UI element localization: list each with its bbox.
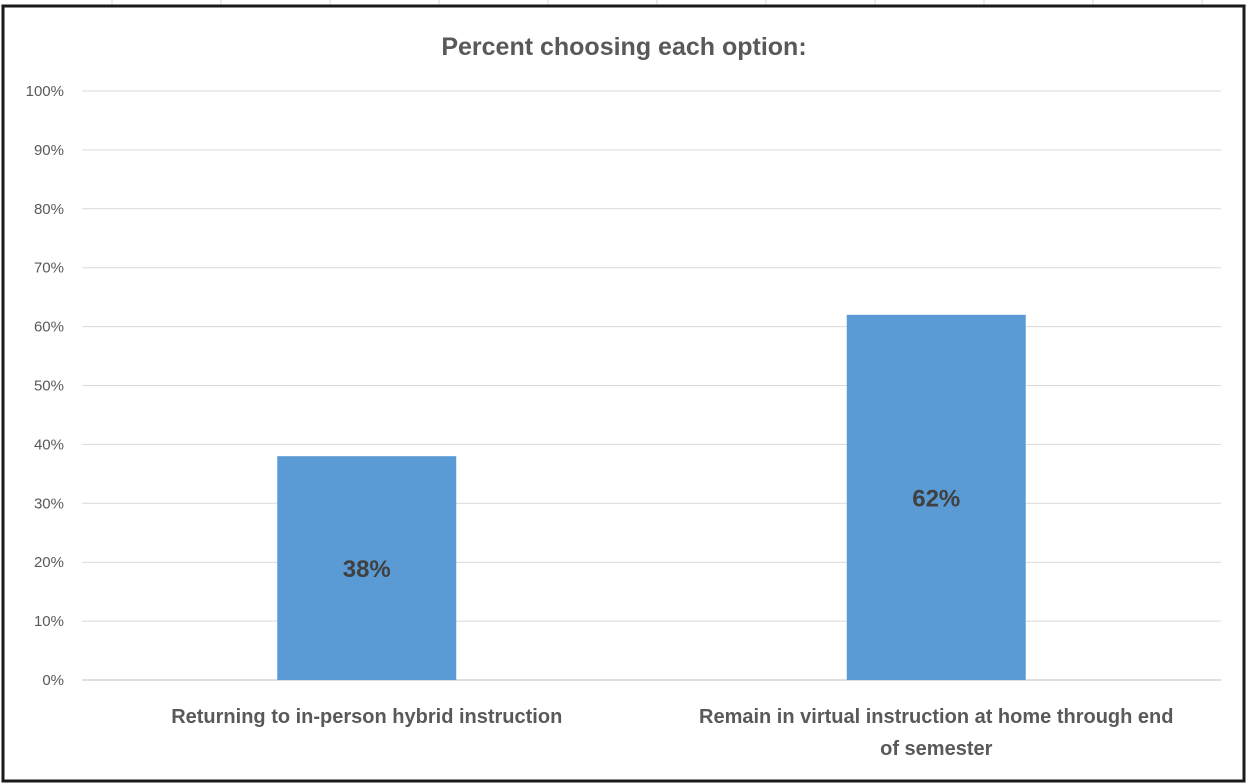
chart-area-border <box>1 4 1246 783</box>
y-tick-label: 100% <box>26 83 64 100</box>
data-label: 62% <box>912 485 960 512</box>
bars <box>277 314 1026 680</box>
y-tick-label: 80% <box>34 201 64 218</box>
gridlines <box>82 90 1221 681</box>
category-label: Remain in virtual instruction at home th… <box>699 706 1173 728</box>
y-tick-label: 30% <box>34 495 64 512</box>
y-axis-tick-labels: 0% 10% 20% 30% 40% 50% 60% 70% 80% 90% 100% <box>26 83 64 689</box>
y-tick-label: 0% <box>42 672 64 689</box>
y-tick-label: 40% <box>34 436 64 453</box>
bar <box>846 314 1026 680</box>
y-tick-label: 20% <box>34 554 64 571</box>
data-label: 38% <box>343 556 391 583</box>
y-tick-label: 10% <box>34 613 64 630</box>
y-tick-label: 90% <box>34 142 64 159</box>
y-tick-label: 60% <box>34 319 64 336</box>
y-tick-label: 50% <box>34 378 64 395</box>
y-tick-label: 70% <box>34 260 64 277</box>
category-label: of semester <box>880 738 992 760</box>
category-label: Returning to in-person hybrid instructio… <box>171 706 562 728</box>
data-labels: 38% 62% <box>343 485 961 583</box>
bar <box>277 456 457 680</box>
category-labels: Returning to in-person hybrid instructio… <box>171 706 1173 760</box>
chart-title: Percent choosing each option: <box>441 33 806 61</box>
